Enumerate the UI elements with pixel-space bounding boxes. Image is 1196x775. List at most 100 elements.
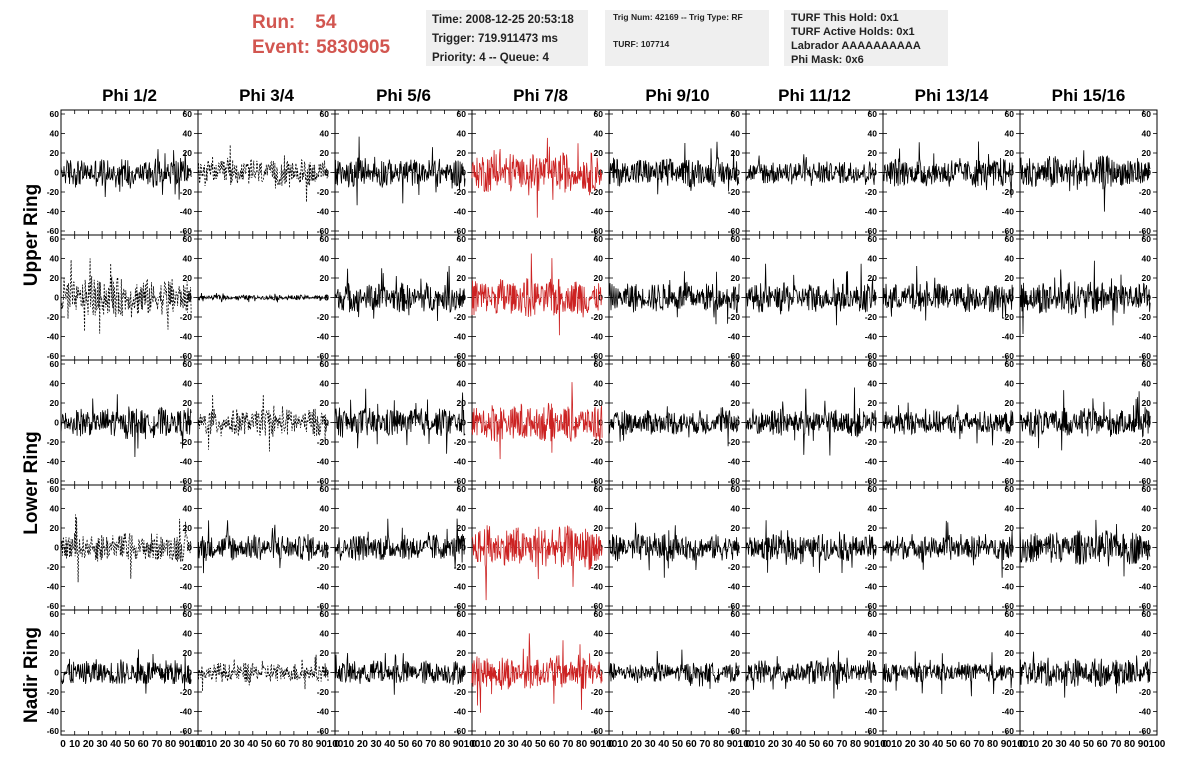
x-tick-label: 70 bbox=[836, 739, 848, 750]
y-tick-label: 60 bbox=[594, 484, 604, 494]
x-tick-label: 20 bbox=[357, 739, 369, 750]
waveform-trace bbox=[197, 292, 329, 303]
column-header-phi-15-16: Phi 15/16 bbox=[1051, 86, 1126, 105]
y-tick-label: -40 bbox=[591, 707, 604, 717]
y-tick-label: 40 bbox=[1005, 629, 1015, 639]
x-tick-label: 90 bbox=[727, 739, 739, 750]
y-tick-label: -40 bbox=[454, 582, 467, 592]
y-tick-label: 20 bbox=[868, 523, 878, 533]
y-tick-label: 40 bbox=[50, 504, 60, 514]
x-tick-label: 40 bbox=[521, 739, 533, 750]
y-tick-label: -60 bbox=[591, 226, 604, 236]
y-tick-label: -20 bbox=[47, 312, 60, 322]
y-tick-label: 40 bbox=[183, 254, 193, 264]
y-tick-label: 20 bbox=[731, 273, 741, 283]
x-tick-label: 30 bbox=[1056, 739, 1068, 750]
x-tick-label: 0 bbox=[60, 739, 66, 750]
y-tick-label: 20 bbox=[1005, 273, 1015, 283]
y-tick-label: 40 bbox=[731, 254, 741, 264]
y-tick-label: -20 bbox=[728, 187, 741, 197]
y-tick-label: -60 bbox=[317, 226, 330, 236]
y-tick-label: 60 bbox=[457, 109, 467, 119]
y-tick-label: 40 bbox=[868, 254, 878, 264]
x-tick-label: 0 bbox=[745, 739, 751, 750]
x-tick-label: 30 bbox=[919, 739, 931, 750]
y-tick-label: 60 bbox=[50, 359, 60, 369]
y-tick-label: 40 bbox=[594, 504, 604, 514]
x-tick-label: 50 bbox=[946, 739, 958, 750]
x-tick-label: 40 bbox=[247, 739, 259, 750]
y-tick-label: -60 bbox=[591, 726, 604, 736]
waveform-trace bbox=[1019, 517, 1151, 577]
x-tick-label: 100 bbox=[1149, 739, 1166, 750]
waveform-trace bbox=[61, 258, 192, 334]
y-tick-label: -60 bbox=[1139, 726, 1152, 736]
y-tick-label: 40 bbox=[50, 629, 60, 639]
x-tick-label: 0 bbox=[334, 739, 340, 750]
waveform-trace bbox=[745, 263, 877, 326]
y-tick-label: -20 bbox=[1139, 562, 1152, 572]
column-header-phi-11-12: Phi 11/12 bbox=[778, 86, 851, 105]
x-tick-label: 70 bbox=[973, 739, 985, 750]
x-tick-label: 0 bbox=[197, 739, 203, 750]
column-header-phi-13-14: Phi 13/14 bbox=[914, 86, 989, 105]
y-tick-label: -40 bbox=[317, 332, 330, 342]
waveform-trace bbox=[334, 388, 466, 454]
y-tick-label: 40 bbox=[457, 504, 467, 514]
y-tick-label: -20 bbox=[865, 437, 878, 447]
y-tick-label: -20 bbox=[1002, 312, 1015, 322]
y-tick-label: -40 bbox=[1002, 207, 1015, 217]
y-tick-label: -40 bbox=[317, 707, 330, 717]
turf-this-hold-text: TURF This Hold: 0x1 bbox=[791, 12, 899, 24]
y-tick-label: -20 bbox=[728, 687, 741, 697]
y-tick-label: -40 bbox=[180, 707, 193, 717]
y-tick-label: 0 bbox=[598, 668, 603, 678]
y-tick-label: 20 bbox=[183, 148, 193, 158]
waveform-trace bbox=[882, 402, 1014, 446]
column-header-phi-5-6: Phi 5/6 bbox=[376, 86, 431, 105]
phi-mask-text: Phi Mask: 0x6 bbox=[791, 54, 864, 66]
x-tick-label: 60 bbox=[412, 739, 424, 750]
y-tick-label: 20 bbox=[594, 398, 604, 408]
y-tick-label: -40 bbox=[454, 707, 467, 717]
y-tick-label: -60 bbox=[47, 476, 60, 486]
waveform-trace bbox=[745, 387, 877, 456]
y-tick-label: -60 bbox=[591, 351, 604, 361]
y-tick-label: 20 bbox=[457, 148, 467, 158]
y-tick-label: 60 bbox=[50, 609, 60, 619]
x-tick-label: 100 bbox=[190, 739, 207, 750]
y-tick-label: -40 bbox=[1139, 207, 1152, 217]
y-tick-label: 40 bbox=[320, 379, 330, 389]
x-tick-label: 20 bbox=[631, 739, 643, 750]
run-event-header: Run: 54 Event: 5830905 bbox=[252, 10, 422, 60]
x-tick-label: 70 bbox=[699, 739, 711, 750]
x-tick-label: 90 bbox=[590, 739, 602, 750]
y-tick-label: -20 bbox=[1139, 187, 1152, 197]
y-tick-label: 20 bbox=[594, 648, 604, 658]
y-tick-label: 60 bbox=[183, 359, 193, 369]
y-tick-label: 20 bbox=[183, 648, 193, 658]
waveform-trace bbox=[1019, 390, 1151, 451]
y-tick-label: 40 bbox=[457, 379, 467, 389]
y-tick-label: -60 bbox=[728, 226, 741, 236]
y-tick-label: -40 bbox=[47, 457, 60, 467]
x-tick-label: 20 bbox=[494, 739, 506, 750]
y-tick-label: 40 bbox=[457, 254, 467, 264]
y-tick-label: -40 bbox=[180, 457, 193, 467]
x-tick-label: 10 bbox=[480, 739, 492, 750]
y-tick-label: -60 bbox=[317, 726, 330, 736]
y-tick-label: -40 bbox=[454, 332, 467, 342]
x-tick-label: 100 bbox=[601, 739, 618, 750]
y-tick-label: 0 bbox=[872, 543, 877, 553]
y-tick-label: 60 bbox=[457, 609, 467, 619]
